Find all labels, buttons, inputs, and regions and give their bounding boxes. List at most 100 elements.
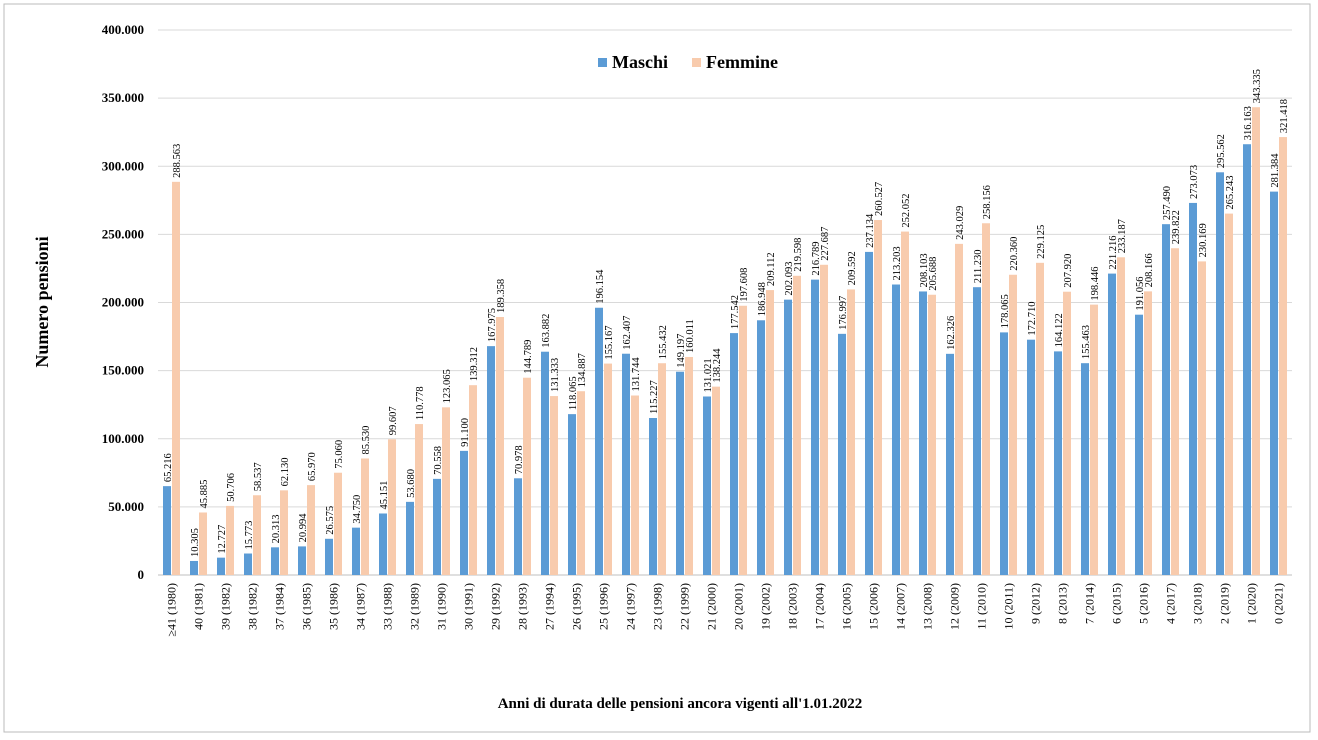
value-label: 178.065: [1000, 294, 1011, 328]
value-label: 149.197: [676, 334, 687, 368]
value-label: 155.432: [658, 325, 669, 359]
value-label: 343.335: [1252, 69, 1263, 103]
x-tick-label: 29 (1992): [489, 583, 503, 630]
value-label: 321.418: [1279, 99, 1290, 133]
bar: [847, 289, 855, 575]
value-label: 139.312: [469, 347, 480, 381]
bar: [226, 505, 234, 575]
bar: [496, 316, 504, 575]
bar: [730, 333, 738, 575]
bar: [352, 527, 360, 575]
bar: [1162, 224, 1170, 576]
x-tick-label: 24 (1997): [624, 583, 638, 630]
bar: [865, 251, 873, 576]
value-label: 208.166: [1144, 253, 1155, 287]
value-label: 202.093: [784, 262, 795, 296]
bar: [955, 243, 963, 575]
bar: [757, 320, 765, 575]
x-tick-label: 21 (2000): [705, 583, 719, 630]
bar: [325, 538, 333, 575]
value-label: 221.216: [1108, 235, 1119, 269]
bar: [1000, 332, 1008, 575]
value-label: 155.463: [1081, 325, 1092, 359]
x-tick-label: 32 (1989): [408, 583, 422, 630]
x-tick-label: 5 (2016): [1137, 583, 1151, 624]
x-tick-label: 28 (1993): [516, 583, 530, 630]
value-label: 164.122: [1054, 313, 1065, 347]
value-label: 45.151: [379, 481, 390, 510]
value-label: 211.230: [973, 249, 984, 283]
bar: [982, 223, 990, 575]
legend-label: Maschi: [612, 52, 668, 72]
bar: [253, 495, 261, 575]
bar: [568, 414, 576, 575]
bar: [1135, 314, 1143, 575]
value-label: 208.103: [919, 253, 930, 287]
value-label: 229.125: [1036, 225, 1047, 259]
bar: [838, 333, 846, 575]
x-tick-label: 27 (1994): [543, 583, 557, 630]
bar: [1036, 262, 1044, 575]
bar: [190, 560, 198, 575]
x-tick-label: 14 (2007): [894, 583, 908, 630]
x-tick-label: 38 (1982): [246, 583, 260, 630]
value-label: 26.575: [325, 506, 336, 535]
bar: [1027, 339, 1035, 575]
x-tick-label: 31 (1990): [435, 583, 449, 630]
value-label: 220.360: [1009, 237, 1020, 271]
value-label: 237.134: [865, 213, 876, 248]
bar: [271, 547, 279, 575]
bar: [541, 351, 549, 575]
value-label: 131.333: [550, 358, 561, 392]
value-label: 99.607: [388, 406, 399, 435]
value-label: 144.789: [523, 340, 534, 374]
value-label: 230.169: [1198, 223, 1209, 257]
x-tick-label: 39 (1982): [219, 583, 233, 630]
x-tick-label: 15 (2006): [867, 583, 881, 630]
bar: [793, 275, 801, 575]
value-label: 295.562: [1216, 134, 1227, 168]
value-label: 316.163: [1243, 106, 1254, 140]
value-label: 273.073: [1189, 165, 1200, 199]
value-label: 227.687: [820, 227, 831, 261]
y-tick-label: 50.000: [108, 499, 144, 514]
value-label: 91.100: [460, 418, 471, 447]
bar: [460, 450, 468, 575]
bar: [1171, 248, 1179, 575]
bar: [685, 356, 693, 575]
value-label: 260.527: [874, 182, 885, 216]
value-label: 209.112: [766, 252, 777, 286]
y-tick-label: 250.000: [102, 226, 144, 241]
bar: [361, 458, 369, 575]
bar: [739, 305, 747, 575]
x-tick-label: 0 (2021): [1272, 583, 1286, 624]
value-label: 160.011: [685, 319, 696, 353]
value-label: 118.065: [568, 376, 579, 410]
x-tick-label: 20 (2001): [732, 583, 746, 630]
bar: [676, 371, 684, 575]
legend-swatch: [692, 58, 701, 67]
y-tick-label: 100.000: [102, 431, 144, 446]
value-label: 191.056: [1135, 277, 1146, 311]
value-label: 62.130: [280, 457, 291, 486]
bar: [946, 353, 954, 575]
x-tick-label: 16 (2005): [840, 583, 854, 630]
value-label: 110.778: [415, 386, 426, 420]
bar: [172, 181, 180, 575]
x-tick-label: 10 (2011): [1002, 583, 1016, 630]
y-axis-title: Numero pensioni: [32, 236, 52, 367]
bar: [604, 363, 612, 575]
x-tick-label: 22 (1999): [678, 583, 692, 630]
value-label: 155.167: [604, 325, 615, 359]
value-label: 75.060: [334, 440, 345, 469]
bar: [1009, 274, 1017, 575]
x-tick-label: 11 (2010): [975, 583, 989, 630]
value-label: 196.154: [595, 269, 606, 304]
value-label: 243.029: [955, 206, 966, 240]
y-tick-label: 350.000: [102, 90, 144, 105]
x-tick-label: 2 (2019): [1218, 583, 1232, 624]
bar: [1189, 202, 1197, 575]
x-tick-label: 26 (1995): [570, 583, 584, 630]
value-label: 70.558: [433, 446, 444, 475]
bar: [811, 279, 819, 575]
